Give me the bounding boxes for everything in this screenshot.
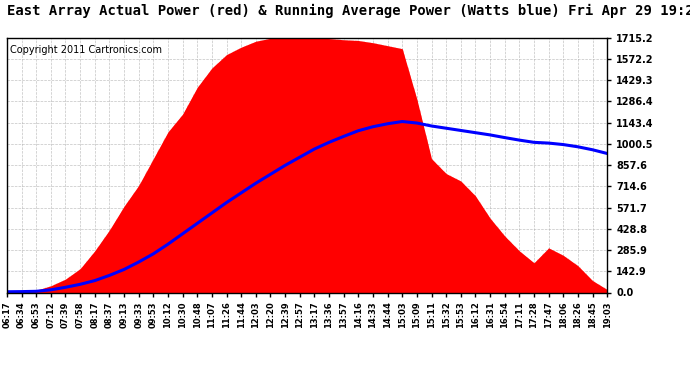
Text: East Array Actual Power (red) & Running Average Power (Watts blue) Fri Apr 29 19: East Array Actual Power (red) & Running …: [7, 4, 690, 18]
Text: Copyright 2011 Cartronics.com: Copyright 2011 Cartronics.com: [10, 45, 162, 55]
